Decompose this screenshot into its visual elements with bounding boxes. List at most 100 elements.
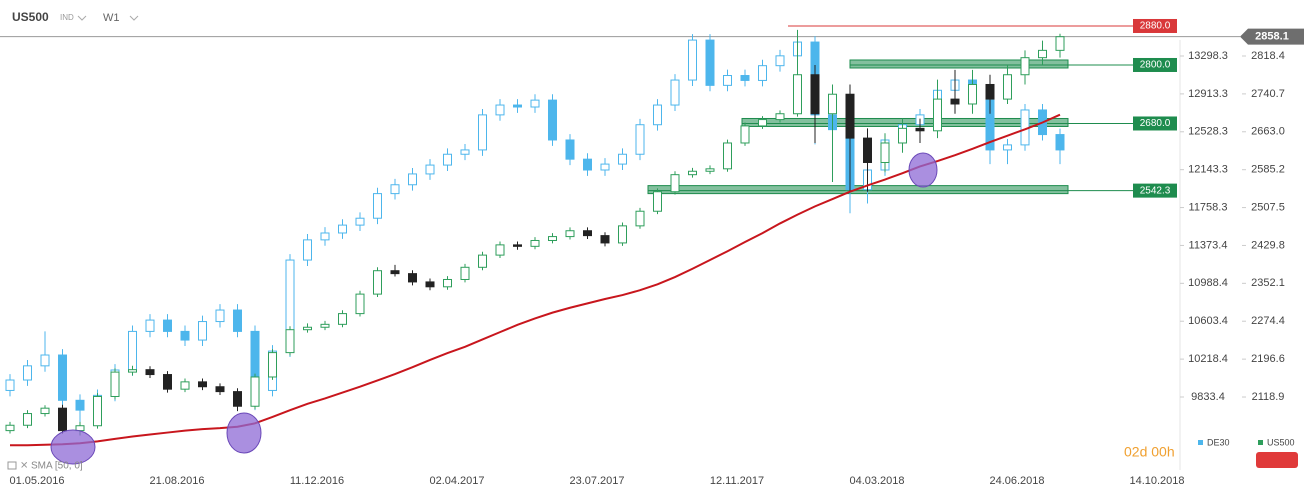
close-icon[interactable]: ✕: [20, 461, 28, 472]
level-tag: [1133, 18, 1177, 33]
symbol[interactable]: US500: [12, 10, 49, 24]
level-label: 2800.0: [1140, 60, 1171, 71]
legend-label[interactable]: DE30: [1207, 437, 1230, 447]
candle-body: [950, 98, 960, 105]
candle-body: [810, 74, 820, 115]
y2-tick-label: 10218.4: [1188, 353, 1228, 365]
candle-body: [425, 164, 435, 175]
candle-body: [513, 104, 522, 108]
candle-body: [215, 386, 225, 393]
y-tick-label: 2585.2: [1251, 164, 1285, 176]
candle-body: [285, 329, 295, 354]
candle-body: [530, 239, 540, 247]
candle-body: [565, 139, 575, 160]
last-price-label: 2858.1: [1255, 31, 1289, 43]
indicator-label[interactable]: SMA [50, 0]: [31, 461, 83, 472]
candle-body: [320, 232, 330, 241]
candle-body: [408, 273, 417, 283]
candle-body: [600, 163, 610, 171]
candle-body: [93, 395, 102, 427]
candle-body: [688, 170, 697, 176]
candle-body: [775, 113, 785, 121]
candle-body: [618, 153, 627, 165]
candle-body: [58, 407, 67, 432]
level-tag: [1133, 183, 1177, 198]
interval[interactable]: W1: [103, 12, 120, 24]
candle-body: [1055, 134, 1065, 151]
candle-body: [320, 323, 330, 328]
legend-label[interactable]: US500: [1267, 437, 1295, 447]
candle-body: [635, 210, 645, 227]
candle-body: [530, 99, 540, 108]
candle-body: [460, 149, 470, 155]
y2-tick-label: 10603.4: [1188, 315, 1228, 327]
candle-body: [915, 127, 925, 132]
candle-body: [180, 330, 190, 341]
candle-body: [1003, 74, 1012, 100]
y2-tick-label: 11373.4: [1189, 239, 1228, 251]
candle-body: [653, 104, 662, 126]
candle-body: [478, 254, 487, 268]
sell-button[interactable]: [1256, 452, 1298, 468]
y-tick-label: 2274.4: [1251, 315, 1285, 327]
candle-body: [495, 244, 505, 256]
candle-body: [145, 319, 155, 332]
level-tag: [1133, 57, 1177, 72]
dropdown-icon[interactable]: [129, 15, 139, 21]
dropdown-icon[interactable]: [77, 15, 87, 21]
y-tick-label: 2740.7: [1251, 88, 1285, 100]
y-tick-label: 2507.5: [1251, 201, 1285, 213]
candle-body: [233, 391, 242, 407]
highlight-circle: [226, 412, 262, 454]
candle-body: [180, 381, 190, 390]
candle-body: [793, 74, 802, 115]
indicator-icon[interactable]: [7, 461, 17, 470]
candle-body: [128, 330, 137, 371]
candle-body: [338, 313, 347, 325]
y-tick-label: 2429.8: [1251, 239, 1285, 251]
x-tick-label: 24.06.2018: [989, 475, 1044, 487]
candle-body: [758, 65, 767, 81]
candle-body: [23, 413, 32, 426]
candle-body: [705, 39, 715, 86]
badge: IND: [60, 13, 74, 22]
candle-body: [408, 173, 417, 186]
candle-body: [233, 309, 242, 332]
candle-body: [548, 99, 557, 141]
candle-body: [443, 278, 452, 288]
candle-body: [355, 293, 365, 315]
candle-body: [40, 407, 50, 415]
y-tick-label: 2663.0: [1251, 126, 1285, 138]
sma-line: [10, 113, 1061, 447]
candle-body: [600, 235, 610, 244]
x-tick-label: 11.12.2016: [290, 475, 344, 487]
x-tick-label: 01.05.2016: [9, 475, 64, 487]
candle-body: [723, 142, 732, 170]
candle-body: [1055, 36, 1065, 51]
highlight-circle: [908, 152, 938, 188]
x-tick-label: 21.08.2016: [149, 475, 204, 487]
candle-body: [985, 83, 995, 100]
candle-body: [58, 354, 67, 401]
candle-body: [303, 239, 312, 261]
candle-body: [670, 79, 680, 106]
candle-body: [338, 224, 347, 234]
y-tick-label: 2118.9: [1252, 391, 1285, 403]
plot: 01.05.2016 21.08.2016 11.12.2016 02.04.2017…: [0, 18, 1304, 487]
y2-tick-label: 13298.3: [1188, 50, 1228, 62]
x-tick-label: 04.03.2018: [849, 475, 904, 487]
legend-swatch: [1198, 440, 1203, 445]
candle-body: [723, 75, 732, 86]
candle-body: [863, 137, 872, 163]
countdown: 02d 00h: [1124, 444, 1175, 460]
candle-body: [583, 230, 592, 237]
candle-body: [1038, 49, 1047, 59]
candle-body: [565, 230, 575, 238]
candle-body: [635, 124, 645, 155]
candle-body: [1020, 57, 1030, 76]
candle-body: [163, 319, 172, 332]
candle-body: [23, 365, 32, 381]
x-tick-label: 02.04.2017: [429, 475, 484, 487]
y-tick-label: 2196.6: [1251, 353, 1285, 365]
